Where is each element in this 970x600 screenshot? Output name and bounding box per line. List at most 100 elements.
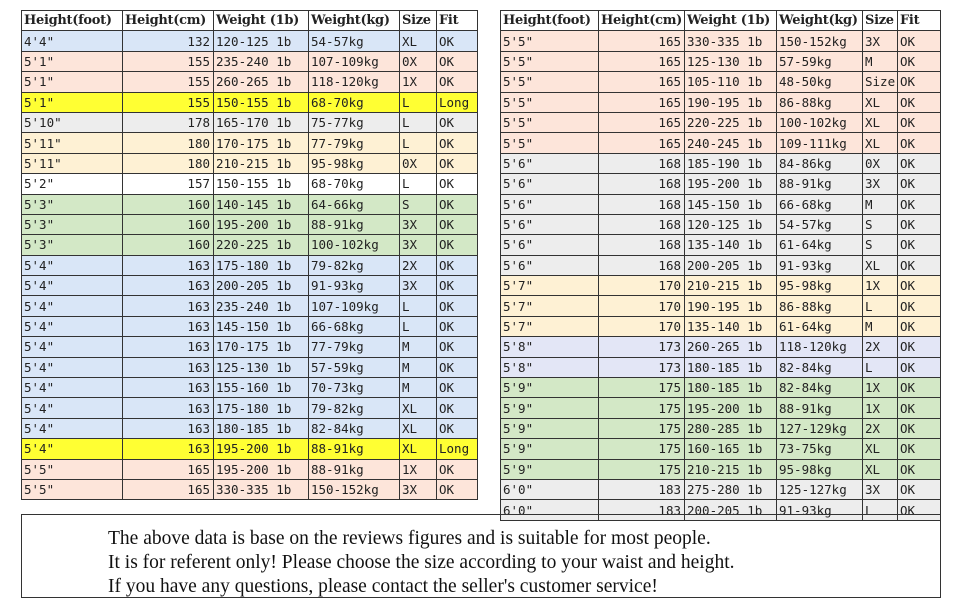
header-fit: Fit xyxy=(436,9,478,32)
height-foot-cell: 5'11" xyxy=(21,152,123,175)
height-foot-cell: 5'10" xyxy=(21,111,123,134)
size-cell: 2X xyxy=(862,336,898,358)
weight-kg-cell: 88-91kg xyxy=(776,397,863,419)
table-row: 5'11" 180 170-175 1b 77-79kg L OK xyxy=(21,132,478,154)
weight-kg-cell: 82-84kg xyxy=(776,377,863,399)
height-foot-cell: 6'0" xyxy=(500,499,599,521)
table-row: 5'3" 160 140-145 1b 64-66kg S OK xyxy=(21,193,478,215)
size-cell: 3X xyxy=(399,478,437,501)
table-row: 5'9" 175 195-200 1b 88-91kg 1X OK xyxy=(500,397,941,419)
height-cm-cell: 165 xyxy=(122,478,214,501)
height-cm-cell: 175 xyxy=(598,397,685,419)
fit-cell: OK xyxy=(897,193,941,215)
header-weight-lb: Weight (1b) xyxy=(213,9,309,32)
size-cell: XL xyxy=(399,417,437,440)
table-row: 5'9" 175 280-285 1b 127-129kg 2X OK xyxy=(500,417,941,440)
height-cm-cell: 168 xyxy=(598,173,685,195)
weight-lb-cell: 200-205 1b xyxy=(213,275,309,297)
size-cell: M xyxy=(399,377,437,399)
size-cell: S xyxy=(862,213,898,236)
weight-kg-cell: 84-86kg xyxy=(776,152,863,175)
fit-cell: OK xyxy=(897,356,941,379)
table-row: 5'10" 178 165-170 1b 75-77kg L OK xyxy=(21,111,478,134)
height-foot-cell: 5'6" xyxy=(500,234,599,256)
height-foot-cell: 5'6" xyxy=(500,213,599,236)
table-row: 5'3" 160 195-200 1b 88-91kg 3X OK xyxy=(21,213,478,236)
fit-cell: OK xyxy=(436,356,478,379)
size-cell: L xyxy=(862,356,898,379)
height-foot-cell: 5'5" xyxy=(500,71,599,93)
fit-cell: OK xyxy=(897,213,941,236)
fit-cell: OK xyxy=(436,193,478,215)
height-cm-cell: 155 xyxy=(122,71,214,93)
height-foot-cell: 5'4" xyxy=(21,254,123,277)
weight-lb-cell: 200-205 1b xyxy=(684,499,777,521)
table-row: 5'5" 165 330-335 1b 150-152kg 3X OK xyxy=(500,30,941,52)
weight-kg-cell: 127-129kg xyxy=(776,417,863,440)
weight-kg-cell: 95-98kg xyxy=(776,458,863,480)
height-foot-cell: 6'0" xyxy=(500,478,599,501)
weight-kg-cell: 64-66kg xyxy=(308,193,400,215)
height-cm-cell: 160 xyxy=(122,234,214,256)
height-foot-cell: 5'4" xyxy=(21,377,123,399)
height-foot-cell: 5'5" xyxy=(500,50,599,73)
table-row: 5'4" 163 180-185 1b 82-84kg XL OK xyxy=(21,417,478,440)
weight-kg-cell: 48-50kg xyxy=(776,71,863,93)
weight-lb-cell: 330-335 1b xyxy=(213,478,309,501)
height-foot-cell: 5'8" xyxy=(500,336,599,358)
size-cell: 2X xyxy=(862,417,898,440)
weight-lb-cell: 200-205 1b xyxy=(684,254,777,277)
weight-lb-cell: 195-200 1b xyxy=(213,213,309,236)
height-foot-cell: 5'9" xyxy=(500,438,599,460)
weight-kg-cell: 118-120kg xyxy=(776,336,863,358)
height-cm-cell: 165 xyxy=(598,50,685,73)
weight-kg-cell: 100-102kg xyxy=(308,234,400,256)
weight-kg-cell: 77-79kg xyxy=(308,132,400,154)
weight-kg-cell: 107-109kg xyxy=(308,295,400,317)
weight-kg-cell: 86-88kg xyxy=(776,91,863,113)
size-cell: L xyxy=(399,91,437,113)
height-cm-cell: 132 xyxy=(122,30,214,52)
height-foot-cell: 5'6" xyxy=(500,193,599,215)
fit-cell: OK xyxy=(436,50,478,73)
weight-lb-cell: 195-200 1b xyxy=(684,397,777,419)
size-cell: L xyxy=(862,499,898,521)
fit-cell: OK xyxy=(436,213,478,236)
fit-cell: OK xyxy=(897,152,941,175)
fit-cell: OK xyxy=(436,152,478,175)
height-foot-cell: 5'9" xyxy=(500,377,599,399)
size-cell: XL xyxy=(862,458,898,480)
fit-cell: OK xyxy=(436,254,478,277)
fit-cell: OK xyxy=(897,132,941,154)
height-cm-cell: 178 xyxy=(122,111,214,134)
fit-cell: OK xyxy=(436,377,478,399)
weight-kg-cell: 88-91kg xyxy=(308,438,400,460)
weight-lb-cell: 210-215 1b xyxy=(684,275,777,297)
table-row: 5'1" 155 260-265 1b 118-120kg 1X OK xyxy=(21,71,478,93)
weight-lb-cell: 135-140 1b xyxy=(684,234,777,256)
size-cell: S xyxy=(862,234,898,256)
fit-cell: OK xyxy=(897,417,941,440)
table-row: 5'6" 168 135-140 1b 61-64kg S OK xyxy=(500,234,941,256)
fit-cell: Long xyxy=(436,91,478,113)
weight-kg-cell: 75-77kg xyxy=(308,111,400,134)
table-body: 5'5" 165 330-335 1b 150-152kg 3X OK 5'5" 165 125… xyxy=(500,30,941,521)
weight-lb-cell: 175-180 1b xyxy=(213,397,309,419)
fit-cell: OK xyxy=(897,315,941,338)
height-foot-cell: 5'4" xyxy=(21,315,123,338)
height-foot-cell: 5'7" xyxy=(500,315,599,338)
weight-lb-cell: 190-195 1b xyxy=(684,91,777,113)
fit-cell: OK xyxy=(897,111,941,134)
weight-kg-cell: 54-57kg xyxy=(308,30,400,52)
height-foot-cell: 5'2" xyxy=(21,173,123,195)
size-table-left: Height(foot) Height(cm) Weight (1b) Weig… xyxy=(21,9,478,501)
weight-kg-cell: 109-111kg xyxy=(776,132,863,154)
weight-kg-cell: 86-88kg xyxy=(776,295,863,317)
table-row: 5'2" 157 150-155 1b 68-70kg L OK xyxy=(21,173,478,195)
height-foot-cell: 5'4" xyxy=(21,356,123,379)
weight-kg-cell: 73-75kg xyxy=(776,438,863,460)
fit-cell: OK xyxy=(436,275,478,297)
size-cell: 3X xyxy=(399,275,437,297)
fit-cell: OK xyxy=(436,30,478,52)
table-row: 5'6" 168 185-190 1b 84-86kg 0X OK xyxy=(500,152,941,175)
